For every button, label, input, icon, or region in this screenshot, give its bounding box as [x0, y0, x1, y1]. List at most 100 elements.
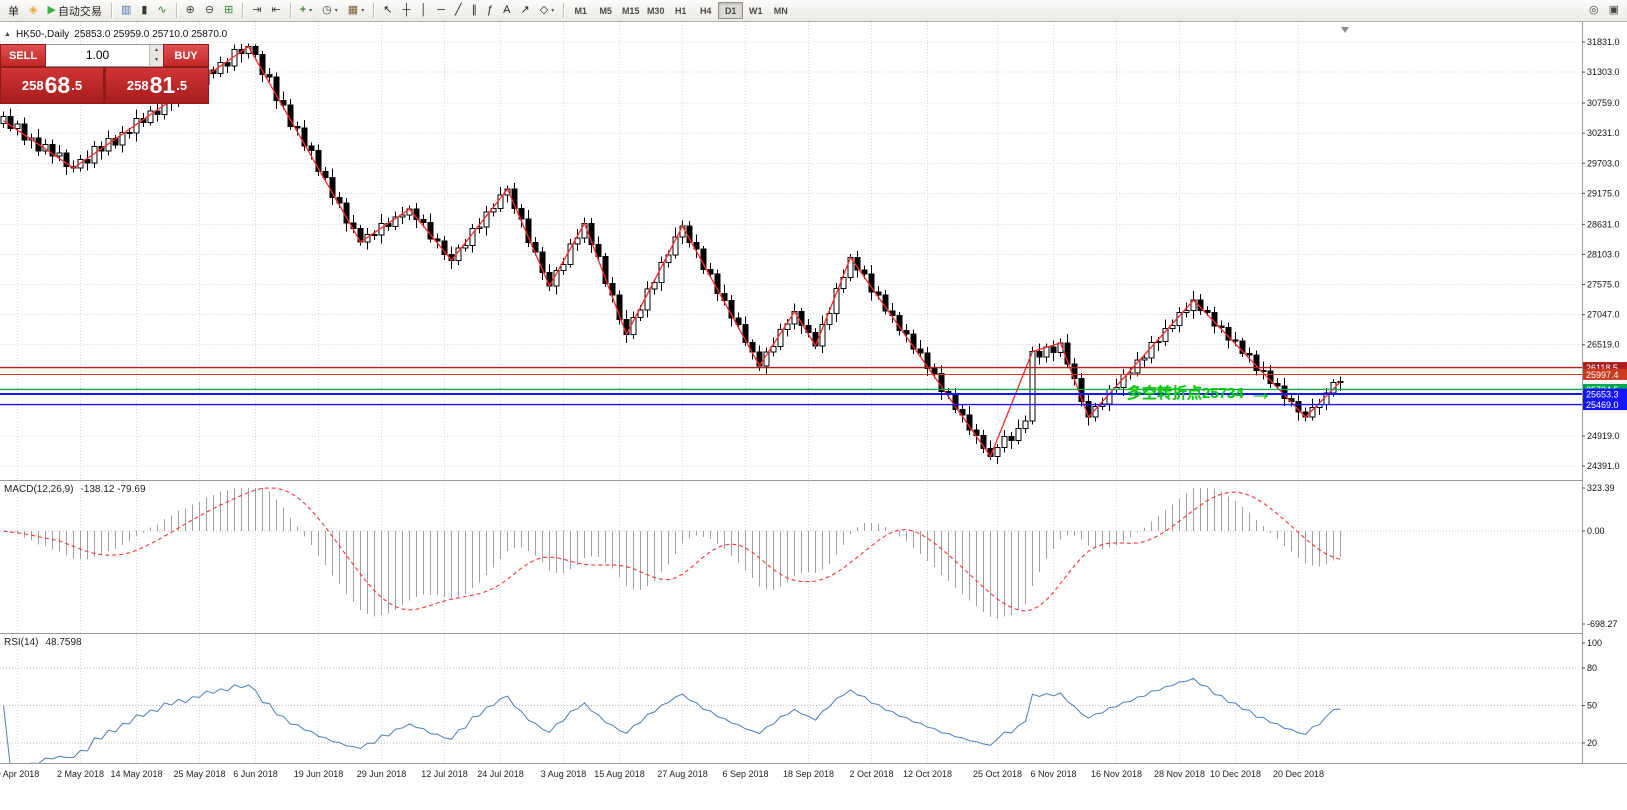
macd-axis — [1582, 480, 1627, 633]
price-axis-label: 28103.0 — [1587, 249, 1620, 259]
candle-body — [308, 145, 315, 152]
timeframe-mn-button[interactable]: MN — [768, 2, 793, 19]
candle-body — [420, 218, 427, 224]
horizontal-line-icon[interactable]: ─ — [433, 2, 449, 20]
crosshair-icon: ┼ — [402, 4, 411, 16]
chart-candles-icon: ▮ — [141, 4, 148, 16]
price-axis-label: 31831.0 — [1587, 37, 1620, 47]
timeframe-m15-button[interactable]: M15 — [618, 2, 643, 19]
candle-body — [1141, 357, 1148, 361]
one-click-trading-panel: SELL 1.00 ▲ ▼ BUY 258 68.5 258 81.5 — [0, 44, 209, 104]
timeframe-d1-button[interactable]: D1 — [718, 2, 744, 19]
chart-shift-icon: ⇤ — [271, 4, 281, 16]
candle-body — [49, 144, 56, 157]
date-label: 3 Aug 2018 — [540, 769, 587, 779]
timeframe-h4-button[interactable]: H4 — [693, 2, 718, 19]
vertical-line-icon: │ — [420, 4, 428, 16]
fibonacci-icon[interactable]: ƒ — [483, 2, 497, 20]
chart-candles-icon[interactable]: ▮ — [137, 2, 151, 20]
date-label: 29 Jun 2018 — [356, 769, 407, 779]
templates-icon[interactable]: ▦ ▾ — [344, 2, 368, 20]
shapes-icon[interactable]: ◇ ▾ — [536, 2, 558, 20]
new-order-button-label: 单 — [8, 5, 19, 18]
candle-body — [21, 123, 28, 141]
indicators-icon[interactable]: + ▾ — [296, 2, 316, 20]
hline-price-tag-label: 25469.0 — [1586, 400, 1619, 410]
date-label: 10 Dec 2018 — [1209, 769, 1262, 779]
price-digits: .5 — [71, 78, 83, 93]
ask-price-display[interactable]: 258 81.5 — [105, 67, 209, 104]
candle-body — [994, 446, 1001, 457]
candle-body — [84, 159, 91, 164]
macd-indicator-name: MACD(12,26,9) — [4, 484, 74, 495]
autotrading-button-icon: ▶ — [47, 4, 56, 16]
toolbar-separator — [563, 3, 565, 18]
rsi-panel: 100 80 50 20 RSI(14) 48.7598 — [0, 633, 1627, 763]
timeframe-m1-button[interactable]: M1 — [568, 2, 593, 19]
candle-body — [917, 348, 924, 354]
tile-windows-icon[interactable]: ⊞ — [220, 2, 237, 20]
timeframe-w1-button[interactable]: W1 — [743, 2, 768, 19]
zoom-out-icon[interactable]: ⊖ — [201, 2, 218, 20]
candle-body — [322, 171, 329, 178]
text-icon[interactable]: A — [499, 2, 514, 20]
date-label: 25 May 2018 — [173, 769, 226, 779]
timeframe-h1-button[interactable]: H1 — [668, 2, 693, 19]
chart-bars-icon[interactable]: ▥ — [117, 2, 135, 20]
date-label: 15 Aug 2018 — [594, 769, 645, 779]
right-arrow-icon: → — [1248, 378, 1273, 406]
periods-icon[interactable]: ◷ ▾ — [318, 2, 342, 20]
chart-ohlc-values: 25853.0 25959.0 25710.0 25870.0 — [74, 29, 228, 40]
hline-price-tag-label: 26118.5 — [1586, 363, 1618, 373]
bid-price-display[interactable]: 258 68.5 — [0, 67, 104, 104]
time-axis[interactable]: 9 Apr 2018 2 May 2018 14 May 2018 25 May 20… — [0, 763, 1627, 790]
hline-price-tag — [1583, 388, 1627, 400]
date-label: 14 May 2018 — [110, 769, 163, 779]
sell-button[interactable]: SELL — [0, 44, 46, 67]
autotrading-button[interactable]: ▶ 自动交易 — [43, 2, 105, 20]
candle-body — [371, 234, 378, 237]
auto-scroll-icon[interactable]: ⇥ — [248, 2, 265, 20]
cursor-icon[interactable]: ↖ — [379, 2, 396, 20]
rsi-chart: 100 80 50 20 — [0, 633, 1627, 763]
candle-body — [14, 123, 21, 129]
trendline-icon[interactable]: ╱ — [451, 2, 466, 20]
zoom-in-icon[interactable]: ⊕ — [182, 2, 199, 20]
candle-body — [826, 312, 833, 326]
candle-body — [1029, 351, 1036, 422]
crosshair-icon[interactable]: ┼ — [398, 2, 414, 20]
toolbar: 单 ◈ ▶ 自动交易 ▥ ▮ ∿ ⊕ ⊖ ⊞ ⇥ ⇤ + ▾ ◷ ▾ ▦ ▾ ↖ ┼ │ ─ ╱ ∥ ƒ A ↗ ◇ ▾ M1 M5 M15 M… — [0, 0, 1627, 22]
search-icon[interactable]: ◎ — [1585, 2, 1603, 20]
macd-histogram — [9, 488, 1342, 619]
rsi-axis-label: 50 — [1587, 701, 1597, 711]
layout-icon: ▣ — [1608, 4, 1619, 16]
candle-body — [770, 345, 777, 353]
chart-line-icon[interactable]: ∿ — [153, 2, 170, 20]
candle-body — [735, 317, 742, 325]
layout-icon[interactable]: ▣ — [1605, 2, 1623, 20]
macd-axis-label: -698.27 — [1587, 619, 1618, 629]
equidistant-channel-icon[interactable]: ∥ — [468, 2, 482, 20]
chart-shift-marker[interactable] — [1341, 27, 1349, 33]
candle-body — [896, 314, 903, 331]
volume-decrease-button[interactable]: ▼ — [150, 55, 163, 66]
toolbar-left-group: 单 ◈ ▶ 自动交易 ▥ ▮ ∿ ⊕ ⊖ ⊞ ⇥ ⇤ + ▾ ◷ ▾ ▦ ▾ ↖ ┼ │ ─ ╱ ∥ ƒ A ↗ ◇ ▾ M1 M5 M15 M… — [3, 0, 793, 21]
arrows-icon[interactable]: ↗ — [517, 2, 534, 20]
trend-annotation[interactable]: 多空转折点25734 → — [1127, 378, 1273, 406]
volume-increase-button[interactable]: ▲ — [150, 45, 163, 56]
buy-button[interactable]: BUY — [163, 44, 209, 67]
new-order-button[interactable]: 单 — [4, 2, 23, 20]
chart-shift-icon[interactable]: ⇤ — [268, 2, 285, 20]
vertical-line-icon[interactable]: │ — [416, 2, 431, 20]
mql5-icon[interactable]: ◈ — [25, 2, 41, 20]
date-label: 20 Dec 2018 — [1272, 769, 1325, 779]
timeframe-m30-button[interactable]: M30 — [643, 2, 668, 19]
date-label: 19 Jun 2018 — [293, 769, 344, 779]
price-axis-label: 24391.0 — [1587, 461, 1620, 471]
timeframe-m5-button[interactable]: M5 — [593, 2, 618, 19]
dropdown-caret-icon: ▾ — [334, 8, 338, 14]
symbol-marker-icon: ▲ — [4, 31, 11, 38]
toolbar-right-group: ◎ ▣ — [1584, 2, 1624, 20]
candle-body — [252, 46, 259, 55]
volume-input[interactable]: 1.00 — [85, 48, 110, 62]
